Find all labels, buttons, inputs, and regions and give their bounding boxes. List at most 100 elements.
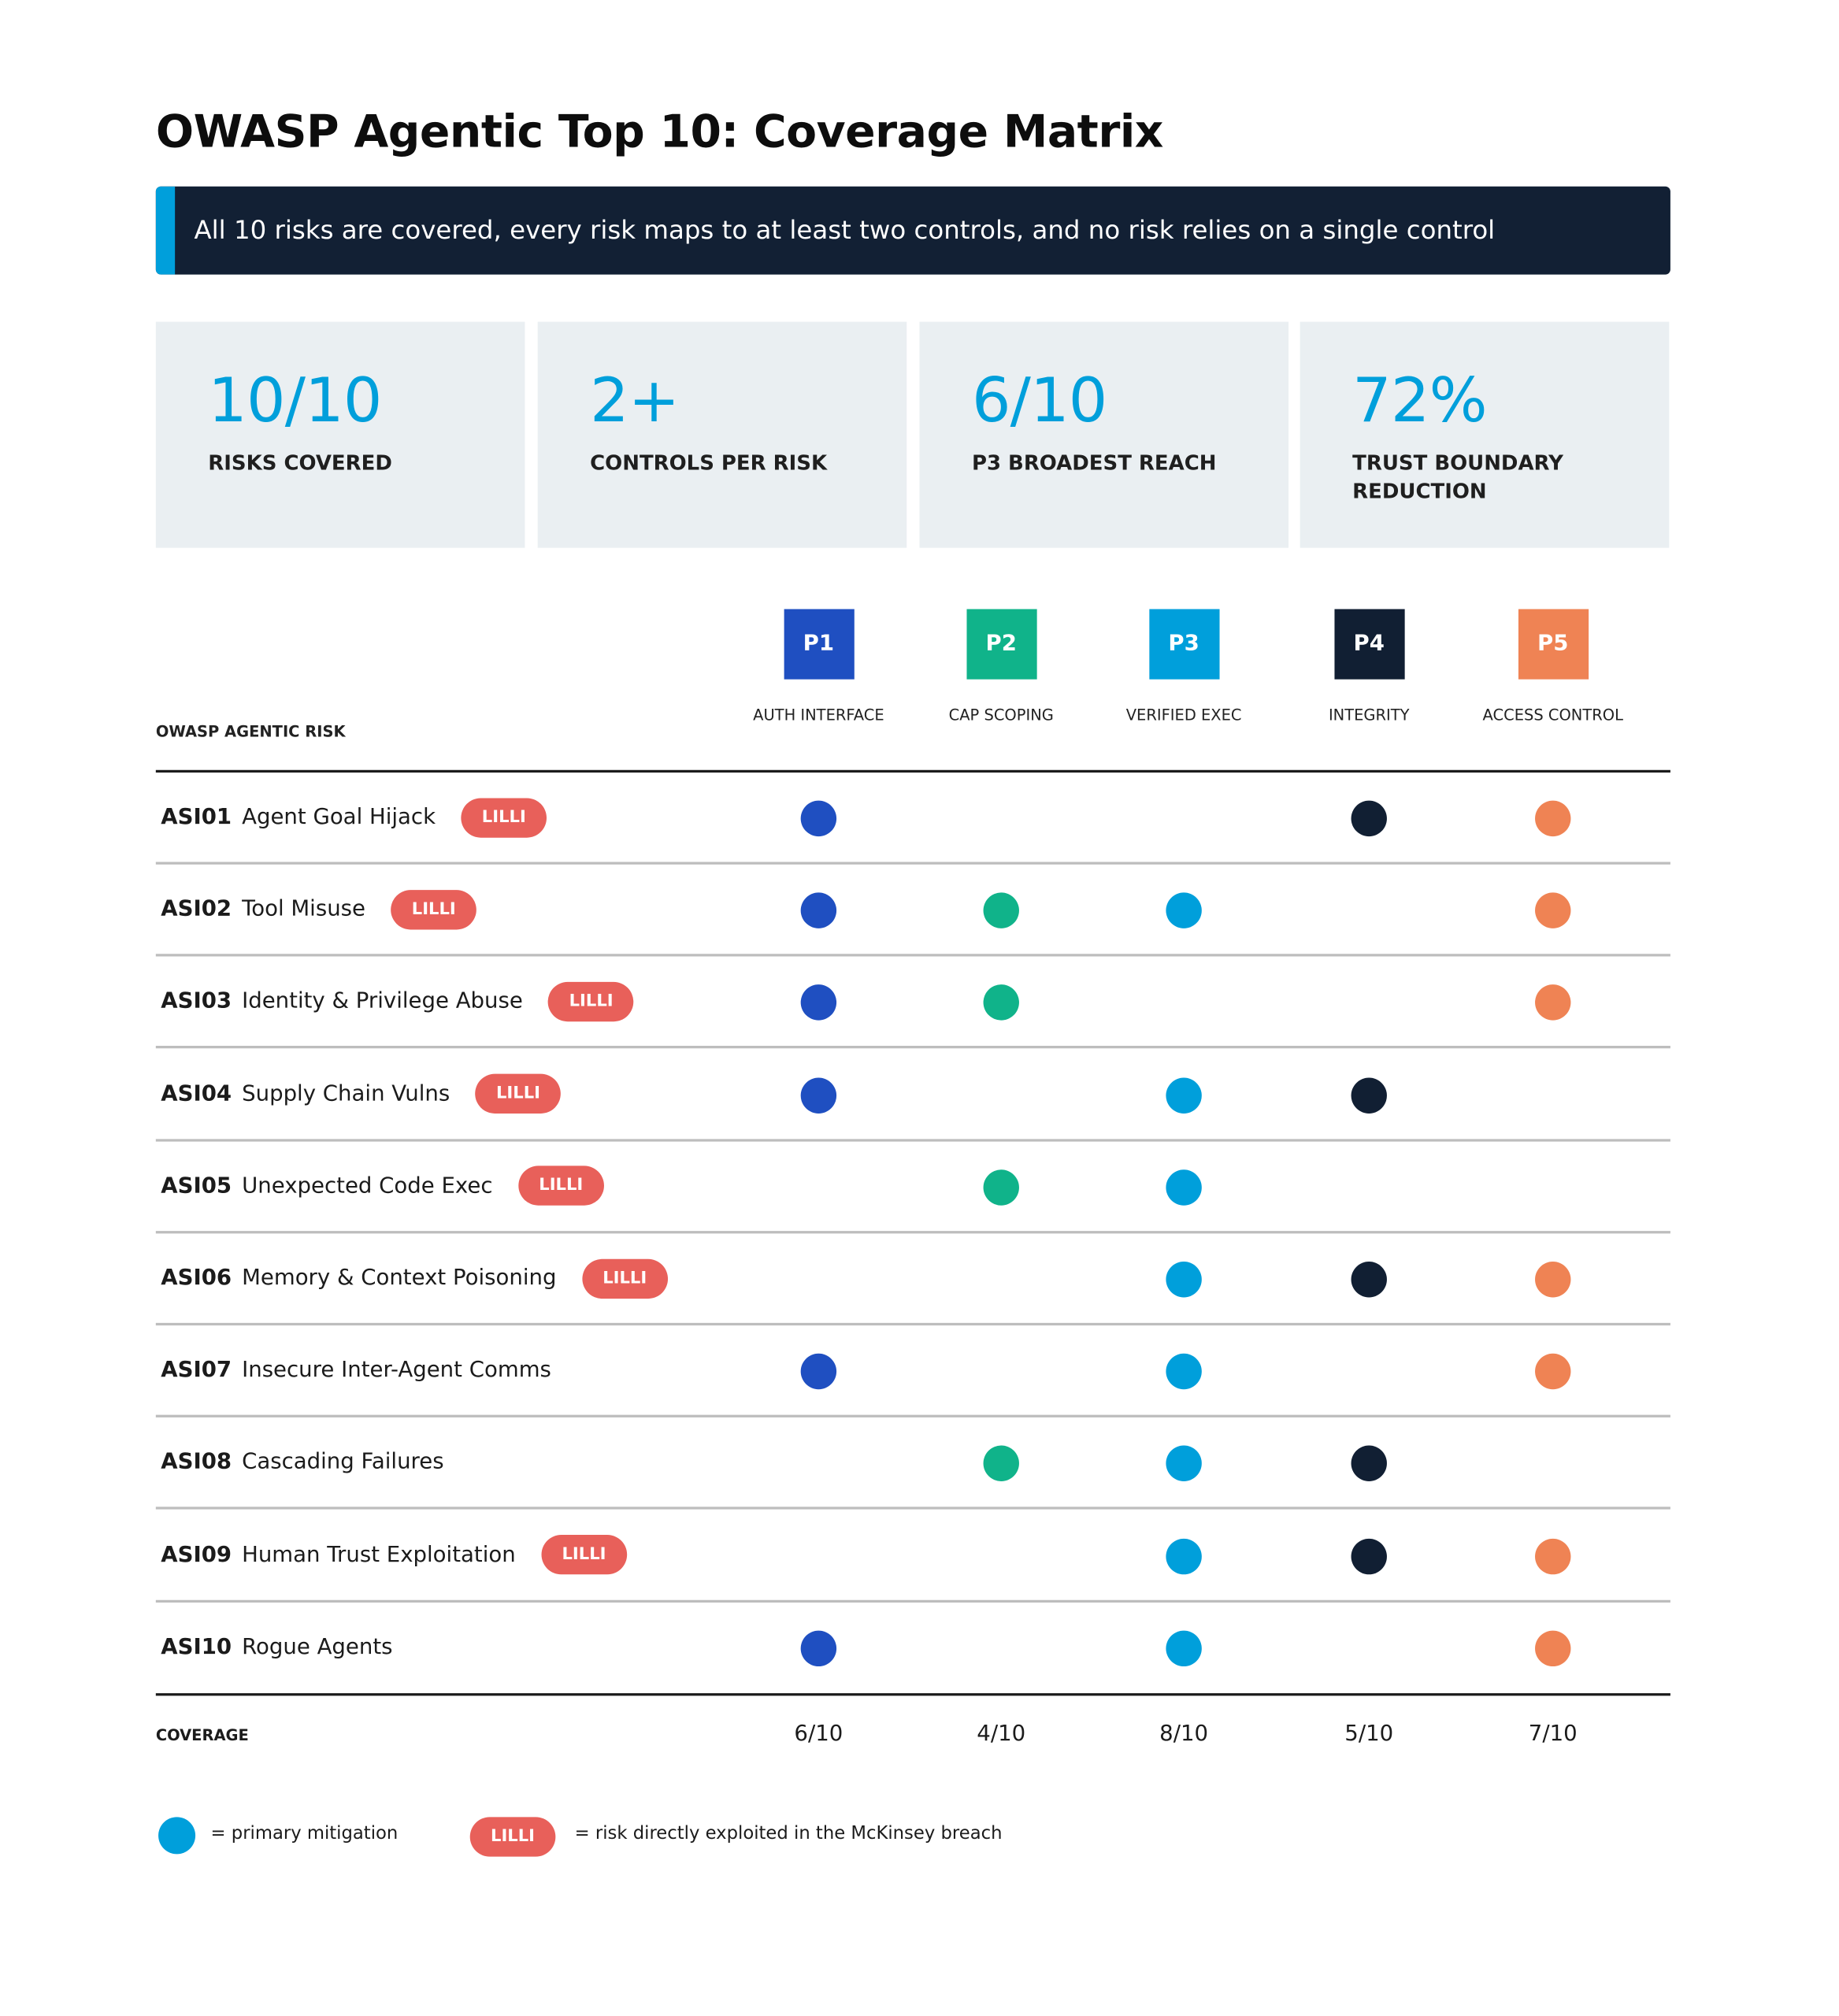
control-badge: P5 — [1518, 609, 1589, 680]
risk-label: ASI10 Rogue Agents — [161, 1603, 392, 1692]
risk-label: ASI05 Unexpected Code Exec LILLI — [161, 1141, 604, 1231]
mitigation-dot-p5 — [1535, 984, 1571, 1021]
lilli-badge: LILLI — [548, 981, 634, 1022]
mitigation-dot-p1 — [800, 1077, 837, 1114]
mitigation-dot-p3 — [1166, 1169, 1202, 1206]
mitigation-dot-p1 — [800, 984, 837, 1021]
risk-row-asi06: ASI06 Memory & Context Poisoning LILLI — [155, 1233, 1670, 1326]
control-badge: P1 — [783, 609, 854, 680]
risk-id: ASI02 — [161, 896, 232, 923]
mitigation-dot-p4 — [1351, 800, 1387, 837]
coverage-value-p1: 6/10 — [794, 1721, 843, 1747]
mitigation-dot-p1 — [800, 800, 837, 837]
stat-value: 10/10 — [208, 365, 382, 437]
risk-name: Unexpected Code Exec — [242, 1173, 493, 1199]
control-header-p3: P3 VERIFIED EXEC — [1095, 609, 1274, 725]
risk-row-asi08: ASI08 Cascading Failures — [155, 1418, 1670, 1510]
coverage-label: COVERAGE — [155, 1726, 249, 1744]
banner-accent-bar — [155, 186, 176, 275]
risk-id: ASI03 — [161, 988, 232, 1015]
mitigation-dot-p4 — [1351, 1077, 1387, 1114]
mitigation-dot-p2 — [983, 984, 1019, 1021]
coverage-value-p2: 4/10 — [977, 1721, 1026, 1747]
mitigation-dot-p1 — [800, 1630, 837, 1666]
control-badge: P2 — [966, 609, 1036, 680]
mitigation-dot-p5 — [1535, 1262, 1571, 1298]
lilli-badge: LILLI — [581, 1258, 668, 1299]
risk-name: Cascading Failures — [242, 1450, 444, 1476]
risk-row-asi09: ASI09 Human Trust Exploitation LILLI — [155, 1510, 1670, 1603]
risk-row-asi02: ASI02 Tool Misuse LILLI — [155, 865, 1670, 957]
stat-card-trust-boundary: 72% TRUST BOUNDARY REDUCTION — [1300, 321, 1670, 548]
stat-value: 6/10 — [971, 365, 1107, 437]
legend-lilli-badge: LILLI — [469, 1817, 556, 1857]
mitigation-dot-p5 — [1535, 892, 1571, 929]
mitigation-dot-p3 — [1166, 1630, 1202, 1666]
coverage-value-p4: 5/10 — [1344, 1721, 1394, 1747]
risk-row-asi07: ASI07 Insecure Inter-Agent Comms — [155, 1325, 1670, 1418]
mitigation-dot-p3 — [1166, 1354, 1202, 1390]
stat-card-p3-reach: 6/10 P3 BROADEST REACH — [919, 321, 1289, 548]
risk-row-asi01: ASI01 Agent Goal Hijack LILLI — [155, 773, 1670, 865]
legend-lilli-text: = risk directly exploited in the McKinse… — [574, 1823, 1003, 1844]
risk-label: ASI06 Memory & Context Poisoning LILLI — [161, 1233, 668, 1323]
risk-row-asi05: ASI05 Unexpected Code Exec LILLI — [155, 1141, 1670, 1234]
control-label: AUTH INTERFACE — [753, 706, 884, 724]
risk-name: Identity & Privilege Abuse — [242, 988, 523, 1015]
mitigation-dot-p4 — [1351, 1538, 1387, 1574]
risk-id: ASI10 — [161, 1634, 232, 1660]
legend-mitigation-dot — [158, 1817, 196, 1855]
control-label: INTEGRITY — [1328, 706, 1410, 724]
mitigation-dot-p3 — [1166, 1262, 1202, 1298]
risk-label: ASI08 Cascading Failures — [161, 1418, 443, 1507]
control-label: VERIFIED EXEC — [1125, 706, 1242, 724]
coverage-value-p5: 7/10 — [1528, 1721, 1578, 1747]
risk-id: ASI09 — [161, 1542, 232, 1568]
risk-id: ASI06 — [161, 1265, 232, 1292]
risk-row-asi03: ASI03 Identity & Privilege Abuse LILLI — [155, 957, 1670, 1049]
mitigation-dot-p2 — [983, 1446, 1019, 1482]
stat-label: TRUST BOUNDARY REDUCTION — [1352, 450, 1563, 503]
risk-row-asi04: ASI04 Supply Chain Vulns LILLI — [155, 1049, 1670, 1141]
stat-label: CONTROLS PER RISK — [590, 450, 828, 476]
risk-id: ASI05 — [161, 1173, 232, 1199]
mitigation-dot-p4 — [1351, 1262, 1387, 1298]
mitigation-dot-p3 — [1166, 1446, 1202, 1482]
risk-column-header: OWASP AGENTIC RISK — [155, 722, 346, 741]
mitigation-dot-p1 — [800, 1354, 837, 1390]
risk-label: ASI07 Insecure Inter-Agent Comms — [161, 1325, 551, 1415]
risk-name: Tool Misuse — [242, 896, 366, 923]
mitigation-dot-p2 — [983, 892, 1019, 929]
control-badge: P3 — [1148, 609, 1219, 680]
mitigation-dot-p5 — [1535, 1538, 1571, 1574]
control-label: CAP SCOPING — [948, 706, 1054, 724]
risk-name: Insecure Inter-Agent Comms — [242, 1357, 551, 1384]
lilli-badge: LILLI — [517, 1166, 604, 1206]
footer-divider — [155, 1693, 1670, 1696]
control-badge: P4 — [1333, 609, 1404, 680]
risk-label: ASI04 Supply Chain Vulns LILLI — [161, 1049, 562, 1139]
risk-name: Agent Goal Hijack — [242, 804, 436, 830]
risk-label: ASI09 Human Trust Exploitation LILLI — [161, 1510, 627, 1600]
header-divider — [155, 769, 1670, 773]
lilli-badge: LILLI — [391, 889, 477, 929]
risk-name: Human Trust Exploitation — [242, 1542, 516, 1568]
lilli-badge: LILLI — [461, 797, 547, 837]
coverage-value-p3: 8/10 — [1159, 1721, 1209, 1747]
control-header-p5: P5 ACCESS CONTROL — [1463, 609, 1642, 725]
mitigation-dot-p5 — [1535, 1354, 1571, 1390]
lilli-badge: LILLI — [475, 1073, 562, 1114]
control-header-p4: P4 INTEGRITY — [1280, 609, 1459, 725]
risk-name: Rogue Agents — [242, 1634, 393, 1660]
mitigation-dot-p3 — [1166, 892, 1202, 929]
stat-label: RISKS COVERED — [208, 450, 392, 476]
mitigation-dot-p4 — [1351, 1446, 1387, 1482]
risk-label: ASI03 Identity & Privilege Abuse LILLI — [161, 957, 634, 1047]
mitigation-dot-p2 — [983, 1169, 1019, 1206]
risk-id: ASI07 — [161, 1357, 232, 1384]
stat-value: 2+ — [590, 365, 680, 437]
control-header-p2: P2 CAP SCOPING — [912, 609, 1091, 725]
lilli-badge: LILLI — [541, 1535, 627, 1575]
mitigation-dot-p1 — [800, 892, 837, 929]
